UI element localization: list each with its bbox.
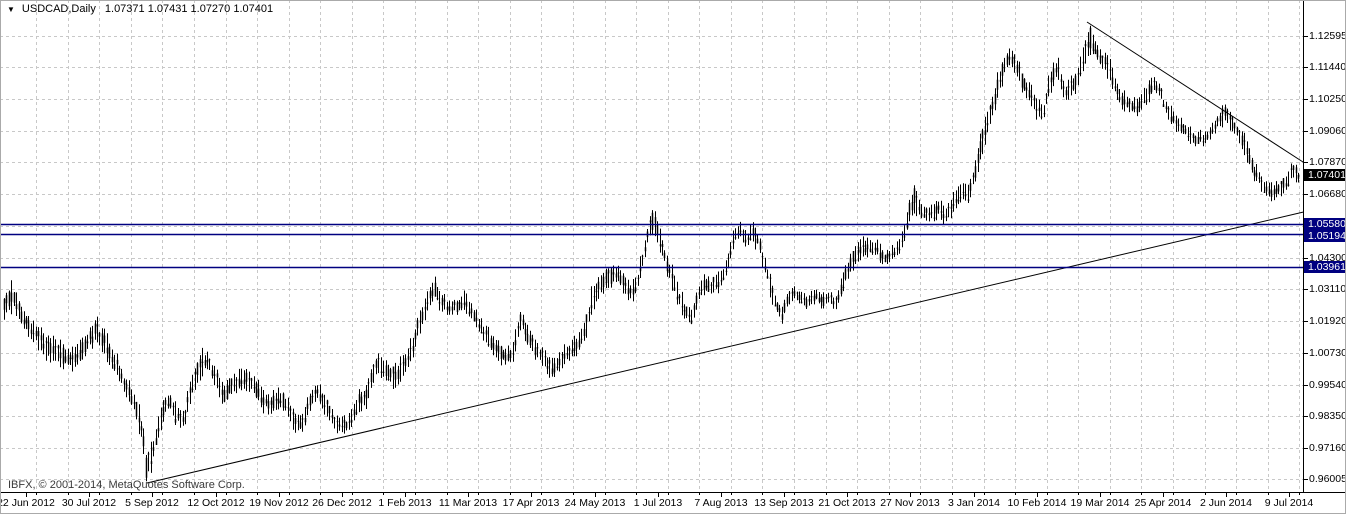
copyright-label: IBFX, © 2001-2014, MetaQuotes Software C…	[8, 479, 245, 491]
time-axis-label: 25 Apr 2014	[1134, 497, 1192, 509]
symbol-timeframe-label: USDCAD,Daily	[21, 3, 96, 15]
time-axis-label: 11 Mar 2013	[438, 497, 498, 509]
time-axis-label: 5 Sep 2012	[125, 497, 179, 509]
ascending-support-trendline[interactable]	[146, 211, 1304, 484]
time-axis-label: 24 May 2013	[564, 497, 626, 509]
grid-lines	[0, 0, 1303, 492]
price-axis-label: 1.06680	[1309, 188, 1346, 200]
time-axis-label: 30 Jul 2012	[61, 497, 117, 509]
ohlc-values: 1.07371 1.07431 1.07270 1.07401	[104, 3, 274, 15]
time-axis-label: 27 Nov 2013	[880, 497, 940, 509]
time-axis-label: 12 Oct 2012	[187, 497, 245, 509]
time-axis-label: 26 Dec 2012	[312, 497, 372, 509]
descending-resistance-trendline[interactable]	[1086, 21, 1304, 163]
level-price-tag: 1.05580	[1304, 218, 1346, 230]
candle-bodies	[3, 27, 1300, 478]
price-axis-label: 1.12595	[1309, 30, 1346, 42]
price-axis-label: 0.99540	[1309, 379, 1346, 391]
time-axis-label: 21 Oct 2013	[818, 497, 876, 509]
price-axis-label: 1.01920	[1309, 315, 1346, 327]
price-axis-label: 1.10250	[1309, 93, 1346, 105]
time-axis-label: 2 Jun 2014	[1200, 497, 1252, 509]
time-axis-label: 3 Jan 2014	[948, 497, 1000, 509]
time-axis-label: 13 Sep 2013	[754, 497, 814, 509]
level-price-tag: 1.05194	[1304, 230, 1346, 242]
time-axis-label: 1 Feb 2013	[378, 497, 432, 509]
candle-wicks	[4, 25, 1299, 482]
price-axis-label: 0.96005	[1309, 473, 1346, 485]
time-axis-label: 19 Nov 2012	[249, 497, 309, 509]
time-axis-label: 22 Jun 2012	[0, 497, 55, 509]
time-axis-label: 19 Mar 2014	[1070, 497, 1130, 509]
time-axis-ticks	[26, 492, 1300, 497]
price-axis-label: 1.00730	[1309, 347, 1346, 359]
price-axis-label: 1.03110	[1309, 283, 1346, 295]
symbol-info-bar: ▼ USDCAD,Daily 1.07371 1.07431 1.07270 1…	[7, 3, 273, 15]
price-axis-label: 0.97160	[1309, 442, 1346, 454]
price-axis-ticks	[1303, 36, 1308, 480]
time-axis-label: 10 Feb 2014	[1007, 497, 1067, 509]
time-axis-label: 7 Aug 2013	[694, 497, 748, 509]
time-axis-label: 17 Apr 2013	[502, 497, 560, 509]
time-axis-label: 9 Jul 2014	[1264, 497, 1314, 509]
level-price-tag: 1.03961	[1304, 261, 1346, 273]
current-price-tag: 1.07401	[1304, 169, 1346, 181]
price-axis-label: 1.07870	[1309, 156, 1346, 168]
time-axis-label: 1 Jul 2013	[633, 497, 683, 509]
price-axis-label: 0.98350	[1309, 410, 1346, 422]
price-axis-label: 1.09060	[1309, 125, 1346, 137]
symbol-dropdown-icon[interactable]: ▼	[7, 4, 15, 14]
price-axis-label: 1.11440	[1309, 61, 1346, 73]
